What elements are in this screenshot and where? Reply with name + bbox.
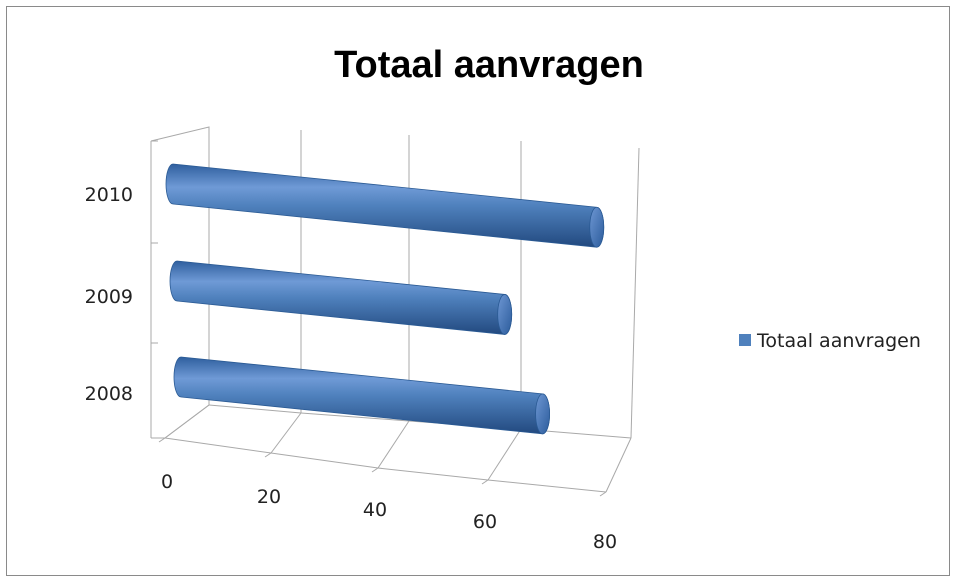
x-tick-label: 40	[363, 499, 387, 521]
y-axis-wall	[150, 126, 210, 439]
y-tick-label: 2009	[85, 286, 133, 308]
bar	[169, 260, 513, 335]
bar-body	[173, 356, 550, 435]
bar	[173, 356, 550, 435]
back-wall-base	[208, 404, 632, 439]
floor-gridline	[605, 437, 632, 493]
x-tick-label: 20	[257, 486, 281, 508]
legend-swatch	[739, 334, 751, 346]
x-axis-line	[164, 437, 607, 493]
bar-cap	[497, 294, 513, 335]
y-tick-label: 2010	[85, 184, 133, 206]
legend-label: Totaal aanvragen	[756, 330, 921, 352]
x-tick-mark	[264, 452, 272, 458]
floor-gridline	[270, 412, 302, 454]
bar-cap	[589, 206, 605, 248]
chart-area: Totaal aanvragen 0 20 40 60 80 2008 2009 2010 …	[6, 6, 950, 576]
x-tick-label: 80	[593, 531, 617, 553]
y-tick-labels: 2008 2009 2010	[85, 184, 133, 405]
floor-gridline	[377, 420, 410, 469]
gridline	[630, 147, 640, 439]
bar-body	[169, 260, 513, 335]
x-tick-mark	[158, 437, 166, 443]
bar	[165, 163, 605, 248]
x-tick-mark	[599, 491, 607, 497]
axes	[150, 126, 632, 497]
x-tick-label: 0	[161, 471, 173, 493]
x-tick-mark	[481, 479, 489, 485]
bar-body	[165, 163, 605, 248]
bar-cap	[535, 393, 550, 435]
x-tick-label: 60	[473, 511, 497, 533]
y-tick-label: 2008	[85, 383, 133, 405]
legend: Totaal aanvragen	[739, 330, 921, 352]
bars	[165, 163, 605, 435]
chart-title: Totaal aanvragen	[334, 44, 644, 86]
x-tick-labels: 0 20 40 60 80	[161, 471, 617, 553]
floor-gridline	[487, 428, 522, 481]
x-tick-mark	[371, 467, 379, 473]
